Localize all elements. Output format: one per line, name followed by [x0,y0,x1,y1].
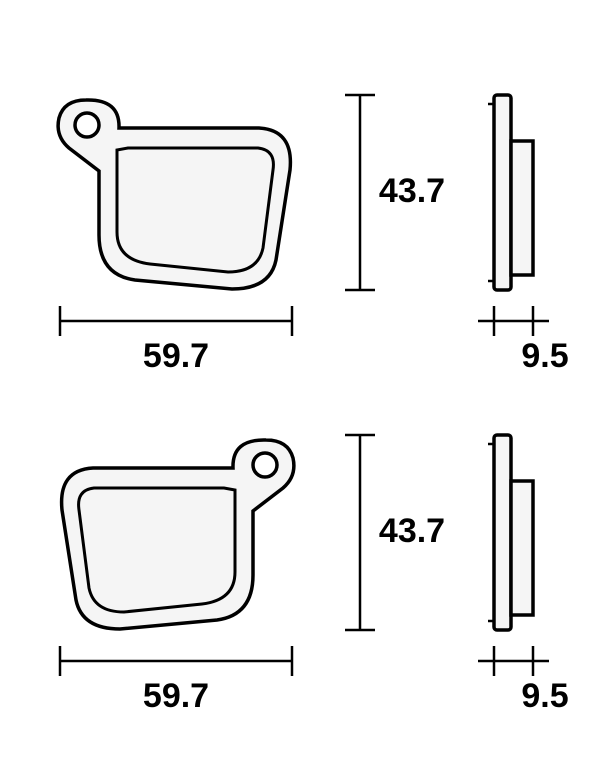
top-width-dimension: 59.7 [60,306,292,375]
bottom-thickness-label: 9.5 [521,677,568,715]
bottom-width-dimension: 59.7 [60,646,292,715]
top-pad-profile-view [488,95,533,290]
top-height-dimension: 43.7 [345,95,445,290]
bottom-height-dimension: 43.7 [345,435,445,630]
top-pad-face-view [58,100,290,289]
bottom-pad-profile-view [488,435,533,630]
bottom-pad-face-view [62,440,294,629]
top-width-label: 59.7 [143,337,209,375]
bottom-width-label: 59.7 [143,677,209,715]
top-thickness-label: 9.5 [521,337,568,375]
bottom-height-label: 43.7 [379,512,445,550]
bottom-thickness-dimension: 9.5 [478,646,569,715]
brake-pad-diagram: 59.7 43.7 9.5 59.7 [0,0,600,770]
top-thickness-dimension: 9.5 [478,306,569,375]
top-height-label: 43.7 [379,172,445,210]
